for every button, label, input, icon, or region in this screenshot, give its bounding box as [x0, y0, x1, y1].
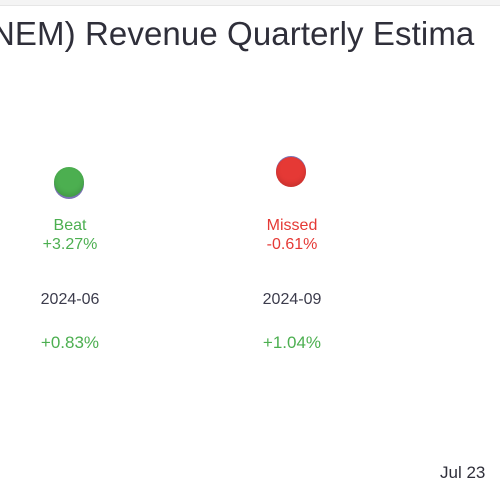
quarter-change: +0.83% — [40, 333, 100, 352]
footer-date: Jul 23 — [440, 463, 486, 482]
quarter-column-2024-09: Missed -0.61% 2024-09 +1.04% — [232, 0, 352, 400]
beat-marker — [54, 167, 84, 197]
top-border — [0, 0, 500, 6]
quarter-column-2024-06: Beat +3.27% 2024-06 +0.83% — [10, 0, 130, 400]
quarter-surprise: -0.61% — [266, 236, 318, 253]
quarter-change: +0 — [454, 333, 500, 353]
quarter-surprise: +3.27% — [42, 236, 98, 253]
missed-marker — [276, 157, 306, 187]
quarter-status: Beat — [53, 217, 87, 234]
chart-title: NEM) Revenue Quarterly Estima — [0, 15, 475, 52]
quarter-status: Missed — [266, 217, 318, 234]
quarter-column-partial: + 20 +0 — [454, 0, 500, 400]
quarter-period: 2024-09 — [262, 291, 322, 308]
quarter-period: 20 — [454, 291, 500, 309]
quarter-surprise: + — [454, 236, 500, 254]
quarter-change: +1.04% — [262, 333, 322, 352]
quarter-period: 2024-06 — [40, 291, 100, 308]
